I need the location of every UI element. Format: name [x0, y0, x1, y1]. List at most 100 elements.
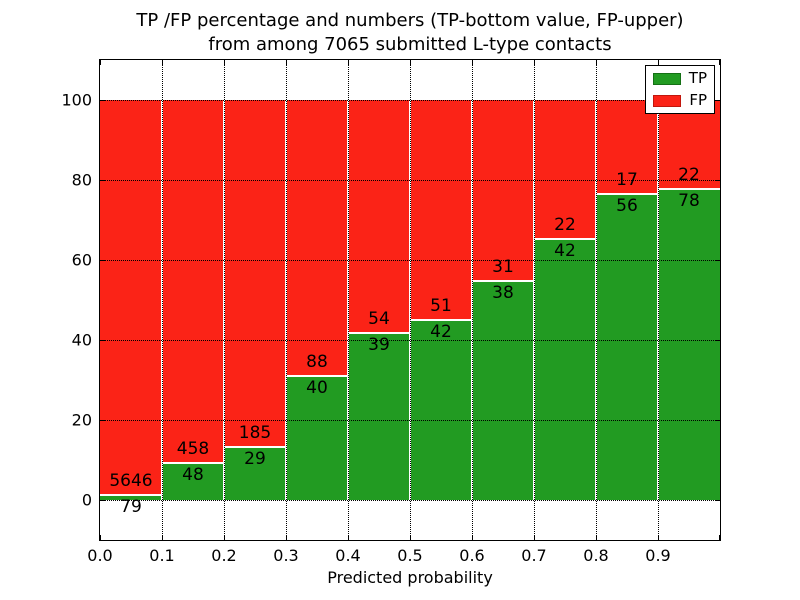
bar-segment-fp	[286, 100, 348, 375]
bar-segment-tp	[596, 193, 658, 500]
bar-label-tp: 29	[244, 448, 266, 469]
bar-label-tp: 56	[616, 196, 638, 217]
bar-label-fp: 54	[368, 309, 390, 330]
bar-segment-tp	[100, 494, 162, 500]
x-tick-label: 0.9	[645, 546, 671, 565]
y-tick-mark	[100, 420, 105, 421]
gridline-vertical	[596, 60, 597, 540]
x-tick-mark	[224, 535, 225, 540]
bar-label-tp: 39	[368, 335, 390, 356]
x-tick-label: 0.7	[521, 546, 547, 565]
gridline-horizontal	[100, 500, 720, 501]
bar-label-fp: 17	[616, 170, 638, 191]
chart-title-line1: TP /FP percentage and numbers (TP-bottom…	[136, 10, 684, 31]
x-tick-label: 0.2	[211, 546, 237, 565]
x-tick-mark	[534, 60, 535, 65]
gridline-vertical	[348, 60, 349, 540]
x-tick-mark	[596, 535, 597, 540]
fp-color-swatch	[653, 94, 682, 107]
bar-label-tp: 79	[120, 497, 142, 518]
bar-segment-fp	[224, 100, 286, 446]
x-tick-mark	[534, 535, 535, 540]
x-tick-mark	[410, 535, 411, 540]
bar-segment-tp	[410, 319, 472, 500]
bar-label-fp: 31	[492, 256, 514, 277]
bar-segment-fp	[472, 100, 534, 280]
legend: TP FP	[645, 65, 715, 114]
gridline-vertical	[472, 60, 473, 540]
bar-segment-fp	[534, 100, 596, 238]
bar-segment-fp	[658, 100, 720, 188]
bar-label-tp: 78	[678, 191, 700, 211]
y-tick-mark	[715, 180, 720, 181]
bar-label-fp: 22	[678, 165, 700, 185]
gridline-vertical	[224, 60, 225, 540]
gridline-vertical	[534, 60, 535, 540]
x-tick-mark	[162, 535, 163, 540]
bar-label-fp: 5646	[109, 471, 153, 492]
x-axis-label: Predicted probability	[327, 568, 493, 587]
x-tick-mark	[162, 60, 163, 65]
bar-segment-fp	[348, 100, 410, 333]
gridline-horizontal	[100, 420, 720, 421]
x-tick-mark	[658, 60, 659, 65]
gridline-horizontal	[100, 260, 720, 261]
x-tick-label: 0.1	[149, 546, 175, 565]
y-tick-mark	[715, 420, 720, 421]
y-tick-mark	[100, 100, 105, 101]
bar-label-fp: 51	[430, 296, 452, 317]
x-tick-label: 0.5	[397, 546, 423, 565]
bar-label-fp: 458	[176, 439, 210, 460]
y-tick-mark	[100, 500, 105, 501]
gridline-vertical	[658, 60, 659, 540]
y-tick-label: 60	[71, 250, 92, 270]
y-tick-mark	[100, 260, 105, 261]
y-tick-label: 20	[71, 410, 92, 430]
y-tick-label: 40	[71, 330, 92, 350]
gridline-vertical	[410, 60, 411, 540]
gridline-horizontal	[100, 340, 720, 341]
x-tick-mark	[472, 60, 473, 65]
legend-item-fp: FP	[653, 93, 707, 108]
bar-label-fp: 88	[306, 352, 328, 372]
bar-segment-tp	[286, 375, 348, 500]
bar-segment-tp	[348, 332, 410, 500]
x-tick-mark	[658, 535, 659, 540]
y-tick-label: 80	[71, 170, 92, 190]
y-tick-mark	[715, 340, 720, 341]
x-tick-mark	[596, 60, 597, 65]
bar-segment-tp	[224, 445, 286, 500]
bar-segment-tp	[162, 462, 224, 500]
y-tick-mark	[715, 260, 720, 261]
legend-label-fp: FP	[689, 91, 707, 109]
bar-label-tp: 48	[182, 465, 204, 486]
x-tick-mark	[286, 535, 287, 540]
x-tick-mark	[719, 535, 720, 540]
tp-color-swatch	[653, 72, 681, 85]
y-tick-label: 100	[61, 90, 92, 110]
bar-label-fp: 185	[238, 422, 272, 443]
x-tick-label: 0.6	[459, 546, 485, 565]
plot-area: 5646 79 458 48 185 29 88 40 54 39 51 42 31 38 22 42 17 56…	[99, 59, 721, 541]
x-tick-label: 0.4	[335, 546, 361, 565]
y-tick-mark	[100, 340, 105, 341]
gridline-horizontal	[100, 180, 720, 181]
x-tick-mark	[286, 60, 287, 65]
x-tick-label: 0.0	[87, 546, 113, 565]
bar-label-tp: 42	[554, 240, 576, 261]
y-tick-mark	[715, 100, 720, 101]
chart-title-line2: from among 7065 submitted L-type contact…	[208, 34, 612, 55]
bar-segment-fp	[410, 100, 472, 320]
gridline-horizontal	[100, 100, 720, 101]
bar-segment-tp	[472, 279, 534, 500]
legend-item-tp: TP	[653, 71, 707, 86]
gridline-vertical	[162, 60, 163, 540]
x-tick-mark	[348, 60, 349, 65]
x-tick-label: 0.8	[583, 546, 609, 565]
x-tick-mark	[472, 535, 473, 540]
bar-label-tp: 38	[492, 282, 514, 303]
bar-label-tp: 42	[430, 322, 452, 343]
x-tick-mark	[224, 60, 225, 65]
bar-segment-tp	[658, 188, 720, 500]
